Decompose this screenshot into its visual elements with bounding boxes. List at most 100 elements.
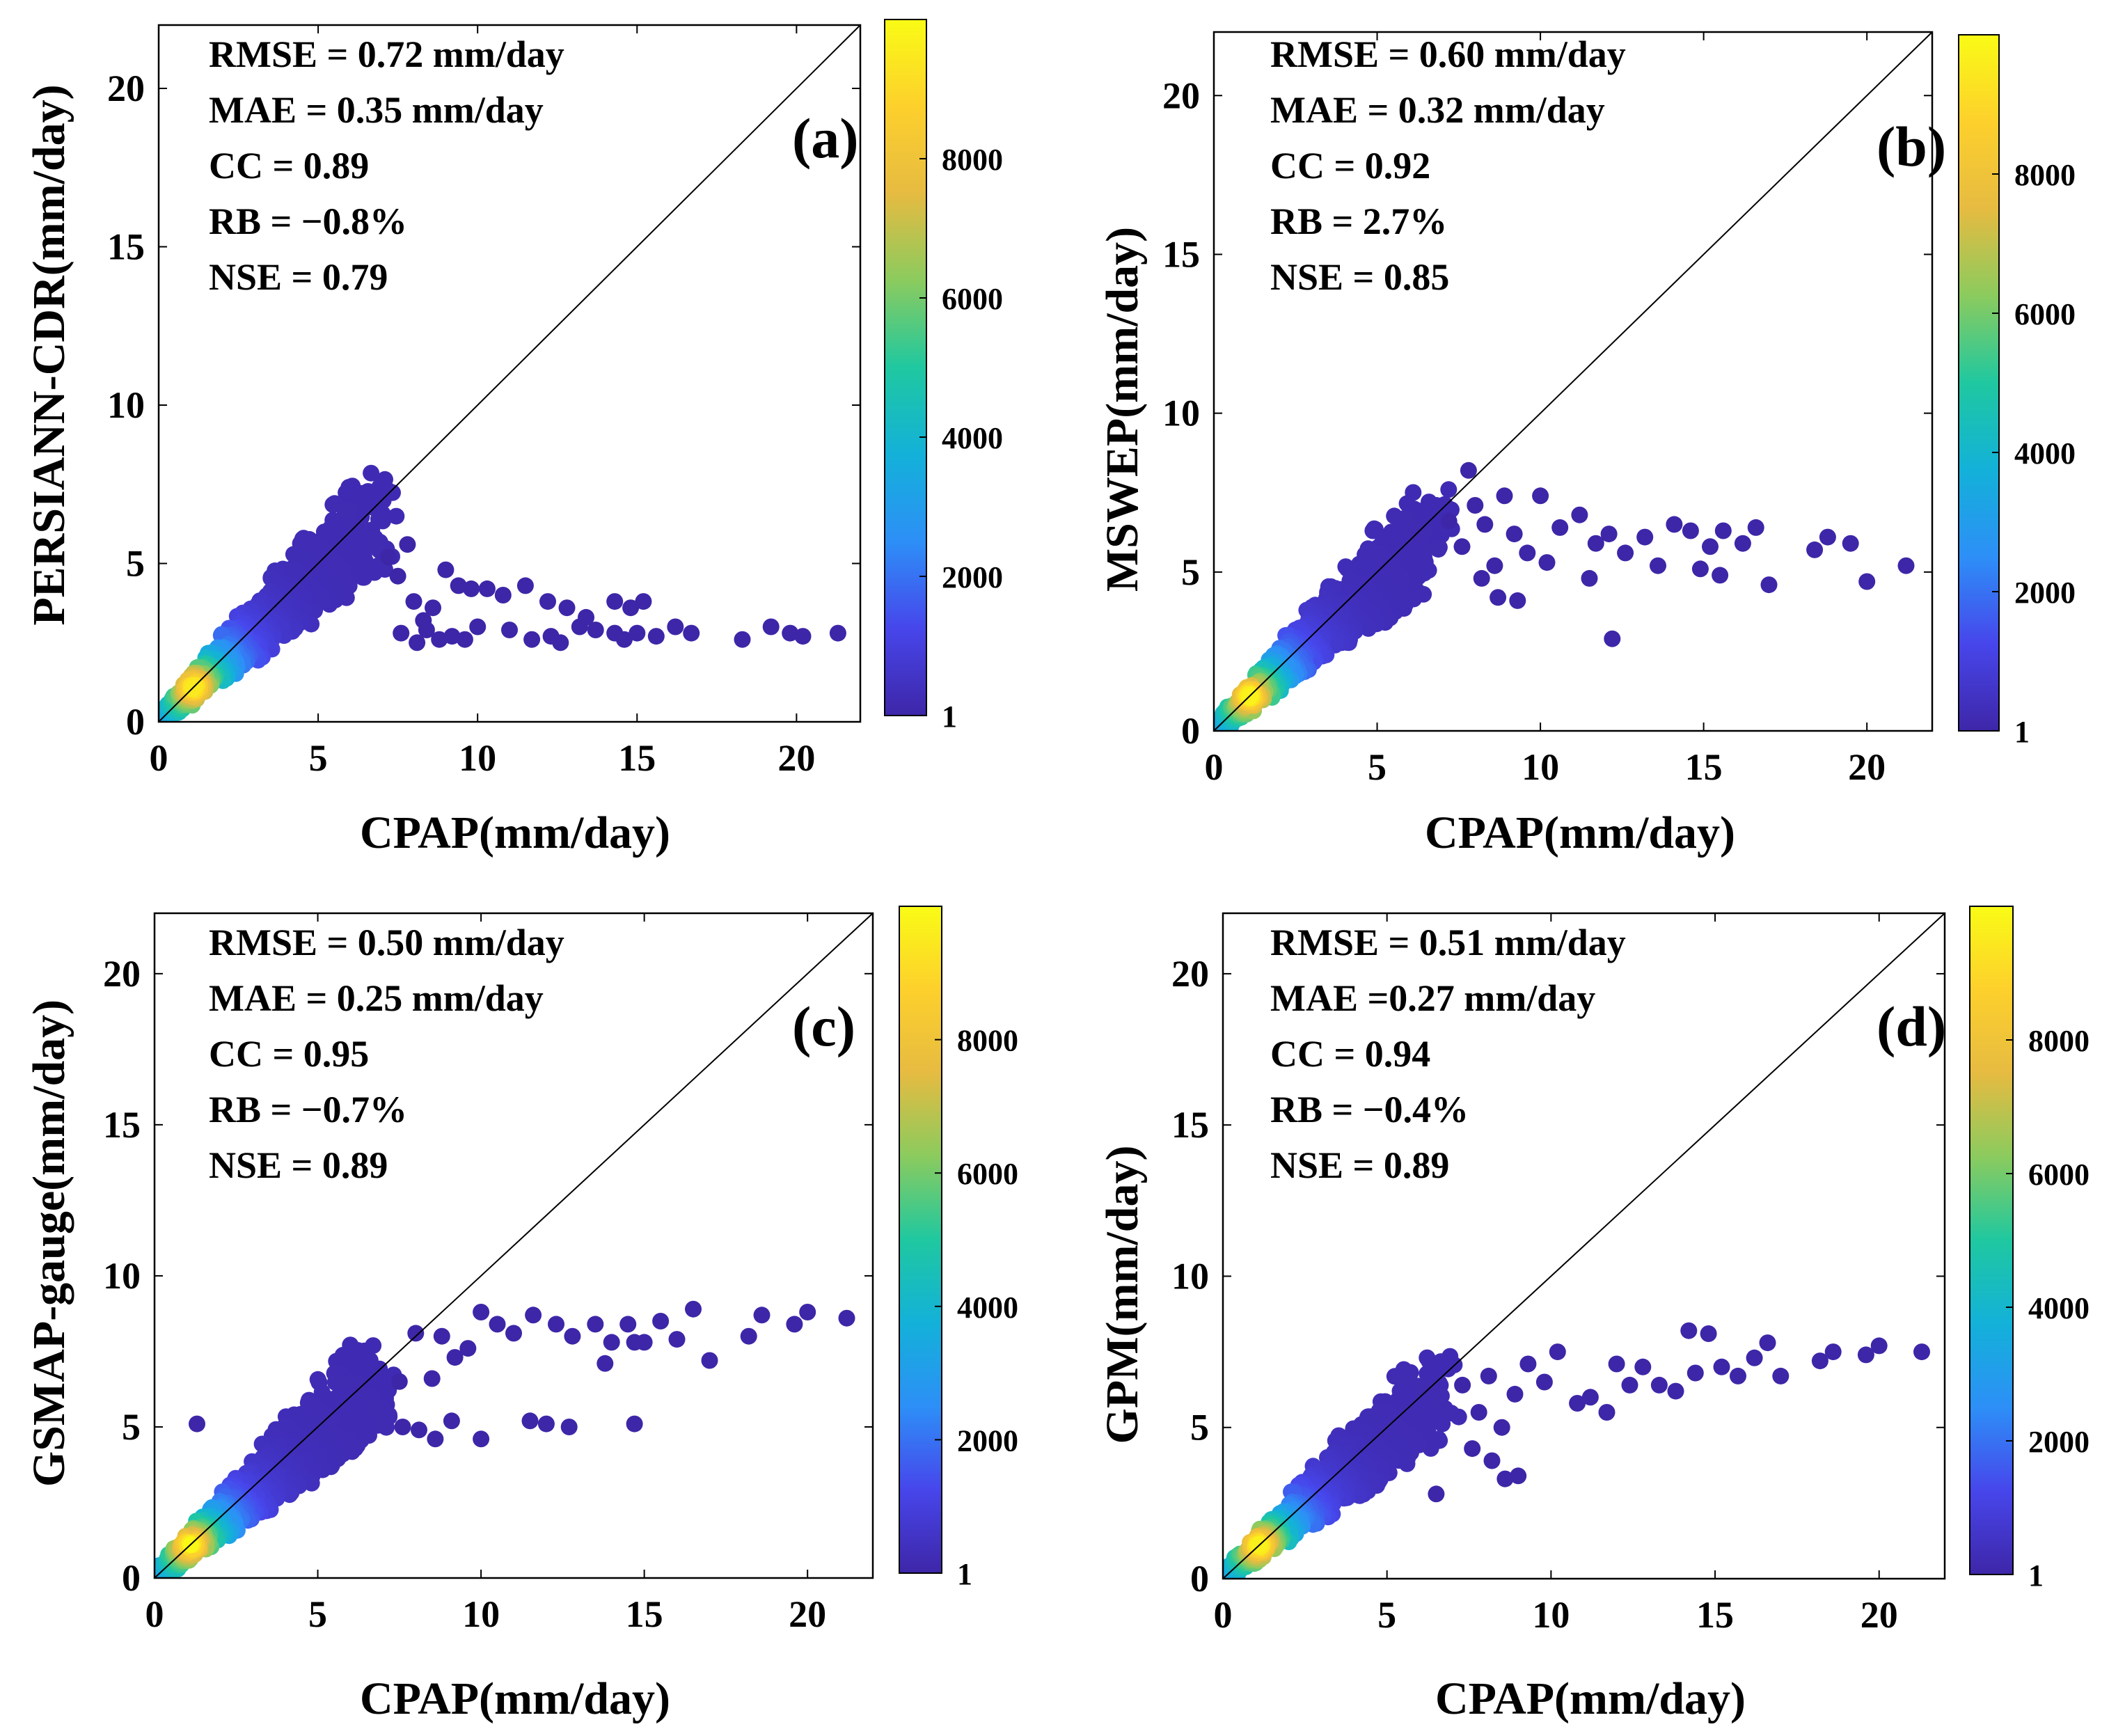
panel-d-ytick-label: 20 xyxy=(1171,953,1209,995)
panel-d-scatter-point xyxy=(1470,1404,1487,1421)
panel-a-scatter-point xyxy=(635,593,652,610)
panel-d-colorbar-tick-label: 4000 xyxy=(2028,1291,2090,1325)
panel-d-ticks: 0 5 10 15 20 0 5 10 15 20 xyxy=(1171,913,1945,1636)
panel-c-stat-cc: CC = 0.95 xyxy=(209,1033,369,1075)
panel-d-colorbar-tick-label: 2000 xyxy=(2028,1425,2090,1459)
panel-d-points xyxy=(1223,1322,1930,1579)
panel-c-scatter-point xyxy=(619,1316,637,1333)
panel-c-colorbar-tick-label: 2000 xyxy=(957,1423,1018,1458)
panel-c-ytick-label: 15 xyxy=(103,1104,141,1146)
panel-a-scatter-point xyxy=(393,624,410,642)
panel-a-scatter-point xyxy=(431,631,448,648)
panel-d-stat-rb: RB = −0.4% xyxy=(1270,1089,1469,1130)
panel-d-xtick-label: 10 xyxy=(1532,1594,1570,1636)
panel-b-scatter-point xyxy=(1858,573,1876,590)
panel-c-xtick-label: 10 xyxy=(462,1593,500,1635)
panel-c-scatter-point xyxy=(548,1316,564,1333)
panel-a-scatter-point xyxy=(647,628,665,645)
panel-b-scatter-point xyxy=(1496,487,1513,505)
panel-b-scatter-point xyxy=(1617,544,1634,562)
panel-d-scatter-point xyxy=(1857,1346,1874,1364)
panel-a: 0 5 10 15 20 0 5 10 15 20 RMSE = 0.72 mm/day MAE … xyxy=(24,19,1003,858)
panel-d-scatter-point xyxy=(1506,1385,1524,1403)
panel-a-ylabel: PERSIANN-CDR(mm/day) xyxy=(24,84,74,625)
panel-d-stat-nse: NSE = 0.89 xyxy=(1270,1144,1449,1186)
panel-c-scatter-point xyxy=(537,1415,555,1433)
panel-d-ylabel: GPM(mm/day) xyxy=(1097,1146,1148,1444)
panel-a-scatter-point xyxy=(523,631,541,648)
panel-c-scatter-point xyxy=(390,1373,408,1390)
panel-c-ytick-label: 0 xyxy=(122,1557,141,1599)
panel-c-scatter-point xyxy=(394,1419,411,1435)
panel-b-scatter-point xyxy=(1806,541,1824,558)
panel-c-colorbar-tick-label: 8000 xyxy=(957,1024,1018,1058)
panel-a-scatter-point xyxy=(405,593,422,610)
panel-a-scatter-point xyxy=(418,622,435,638)
panel-c-stat-mae: MAE = 0.25 mm/day xyxy=(209,977,544,1019)
panel-a-density-point xyxy=(184,680,202,697)
panel-a-density-point xyxy=(354,569,372,586)
panel-c-stat-rmse: RMSE = 0.50 mm/day xyxy=(209,922,564,963)
panel-c-scatter-point xyxy=(740,1327,757,1345)
panel-b-scatter-point xyxy=(1842,535,1859,552)
panel-b-density-point xyxy=(1430,541,1447,558)
panel-b-xtick-label: 15 xyxy=(1685,746,1723,788)
panel-d-scatter-point xyxy=(1510,1467,1527,1485)
panel-c-stat-nse: NSE = 0.89 xyxy=(209,1144,388,1186)
panel-b-scatter-point xyxy=(1551,519,1569,536)
panel-d-xlabel: CPAP(mm/day) xyxy=(1435,1673,1746,1724)
panel-a-stat-rb: RB = −0.8% xyxy=(209,200,407,242)
panel-d-stat-cc: CC = 0.94 xyxy=(1270,1033,1430,1075)
panel-d-scatter-point xyxy=(1480,1367,1497,1384)
panel-d-scatter-point xyxy=(1913,1343,1930,1361)
panel-b-stat-mae: MAE = 0.32 mm/day xyxy=(1270,89,1605,131)
panel-b-scatter-point xyxy=(1486,557,1503,574)
panel-b-colorbar-tick-label: 1 xyxy=(2014,715,2030,749)
panel-d-scatter-point xyxy=(1608,1355,1625,1373)
panel-a-scatter-point xyxy=(629,624,646,642)
panel-a-scatter-point xyxy=(606,593,624,610)
panel-a-scatter-point xyxy=(615,631,633,648)
panel-a-ytick-label: 15 xyxy=(107,226,145,268)
panel-c-scatter-point xyxy=(597,1355,614,1372)
panel-c-ytick-label: 20 xyxy=(103,953,141,995)
panel-b-points xyxy=(1214,461,1915,731)
panel-a-scatter-point xyxy=(782,624,799,642)
panel-b-scatter-point xyxy=(1490,589,1507,606)
panel-d-colorbar-tick-label: 1 xyxy=(2028,1559,2044,1593)
panel-c-scatter-point xyxy=(564,1327,581,1345)
panel-d-scatter-point xyxy=(1772,1367,1790,1384)
panel-b-ytick-label: 10 xyxy=(1162,393,1200,434)
panel-a-stat-cc: CC = 0.89 xyxy=(209,145,369,187)
panel-d-ytick-label: 10 xyxy=(1171,1255,1209,1297)
panel-c-scatter-point xyxy=(587,1316,604,1333)
panel-c-scatter-point xyxy=(505,1325,522,1342)
panel-c-scatter-point xyxy=(603,1334,620,1351)
panel-c-xtick-label: 5 xyxy=(308,1593,327,1635)
panel-c-points xyxy=(155,1300,855,1578)
panel-b-scatter-point xyxy=(1581,569,1598,587)
panel-d-scatter-point xyxy=(1428,1485,1445,1503)
panel-d-label: (d) xyxy=(1877,995,1946,1058)
panel-c-scatter-point xyxy=(652,1313,670,1329)
panel-d-scatter-point xyxy=(1759,1334,1776,1352)
panel-b-ticks: 0 5 10 15 20 0 5 10 15 20 xyxy=(1162,32,1932,788)
panel-c-scatter-point xyxy=(560,1419,578,1435)
panel-d-stat-rmse: RMSE = 0.51 mm/day xyxy=(1270,922,1626,963)
panel-a-scatter-point xyxy=(501,622,518,638)
panel-c-xtick-label: 20 xyxy=(789,1593,826,1635)
panel-c-colorbar-tick-label: 6000 xyxy=(957,1157,1018,1191)
panel-c-scatter-point xyxy=(433,1327,450,1345)
panel-a-scatter-point xyxy=(463,580,480,597)
panel-a-xlabel: CPAP(mm/day) xyxy=(360,807,670,858)
panel-c-ylabel: GSMAP-gauge(mm/day) xyxy=(24,1000,74,1487)
panel-d-ytick-label: 0 xyxy=(1190,1558,1209,1600)
panel-a-scatter-point xyxy=(456,631,473,648)
panel-d-ytick-label: 5 xyxy=(1190,1407,1209,1449)
panel-d-density-point xyxy=(1386,1368,1403,1385)
panel-d-scatter-point xyxy=(1483,1452,1501,1469)
panel-c-stats: RMSE = 0.50 mm/day MAE = 0.25 mm/day CC … xyxy=(209,922,564,1186)
panel-b-scatter-point xyxy=(1714,522,1732,539)
panel-b-ylabel: MSWEP(mm/day) xyxy=(1097,227,1148,592)
